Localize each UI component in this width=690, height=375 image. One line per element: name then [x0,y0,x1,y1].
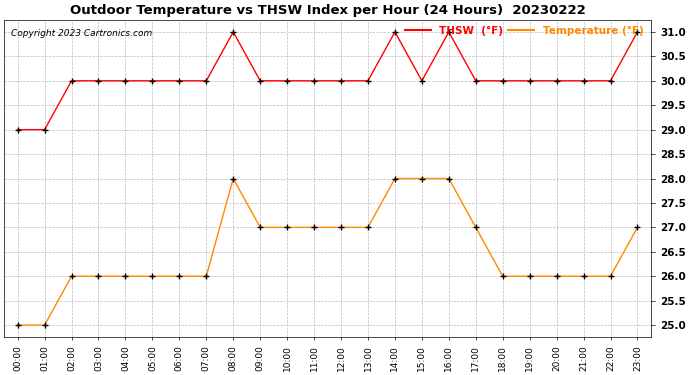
Legend: THSW  (°F), Temperature (°F): THSW (°F), Temperature (°F) [401,21,648,40]
Text: Copyright 2023 Cartronics.com: Copyright 2023 Cartronics.com [10,29,152,38]
Title: Outdoor Temperature vs THSW Index per Hour (24 Hours)  20230222: Outdoor Temperature vs THSW Index per Ho… [70,4,585,17]
